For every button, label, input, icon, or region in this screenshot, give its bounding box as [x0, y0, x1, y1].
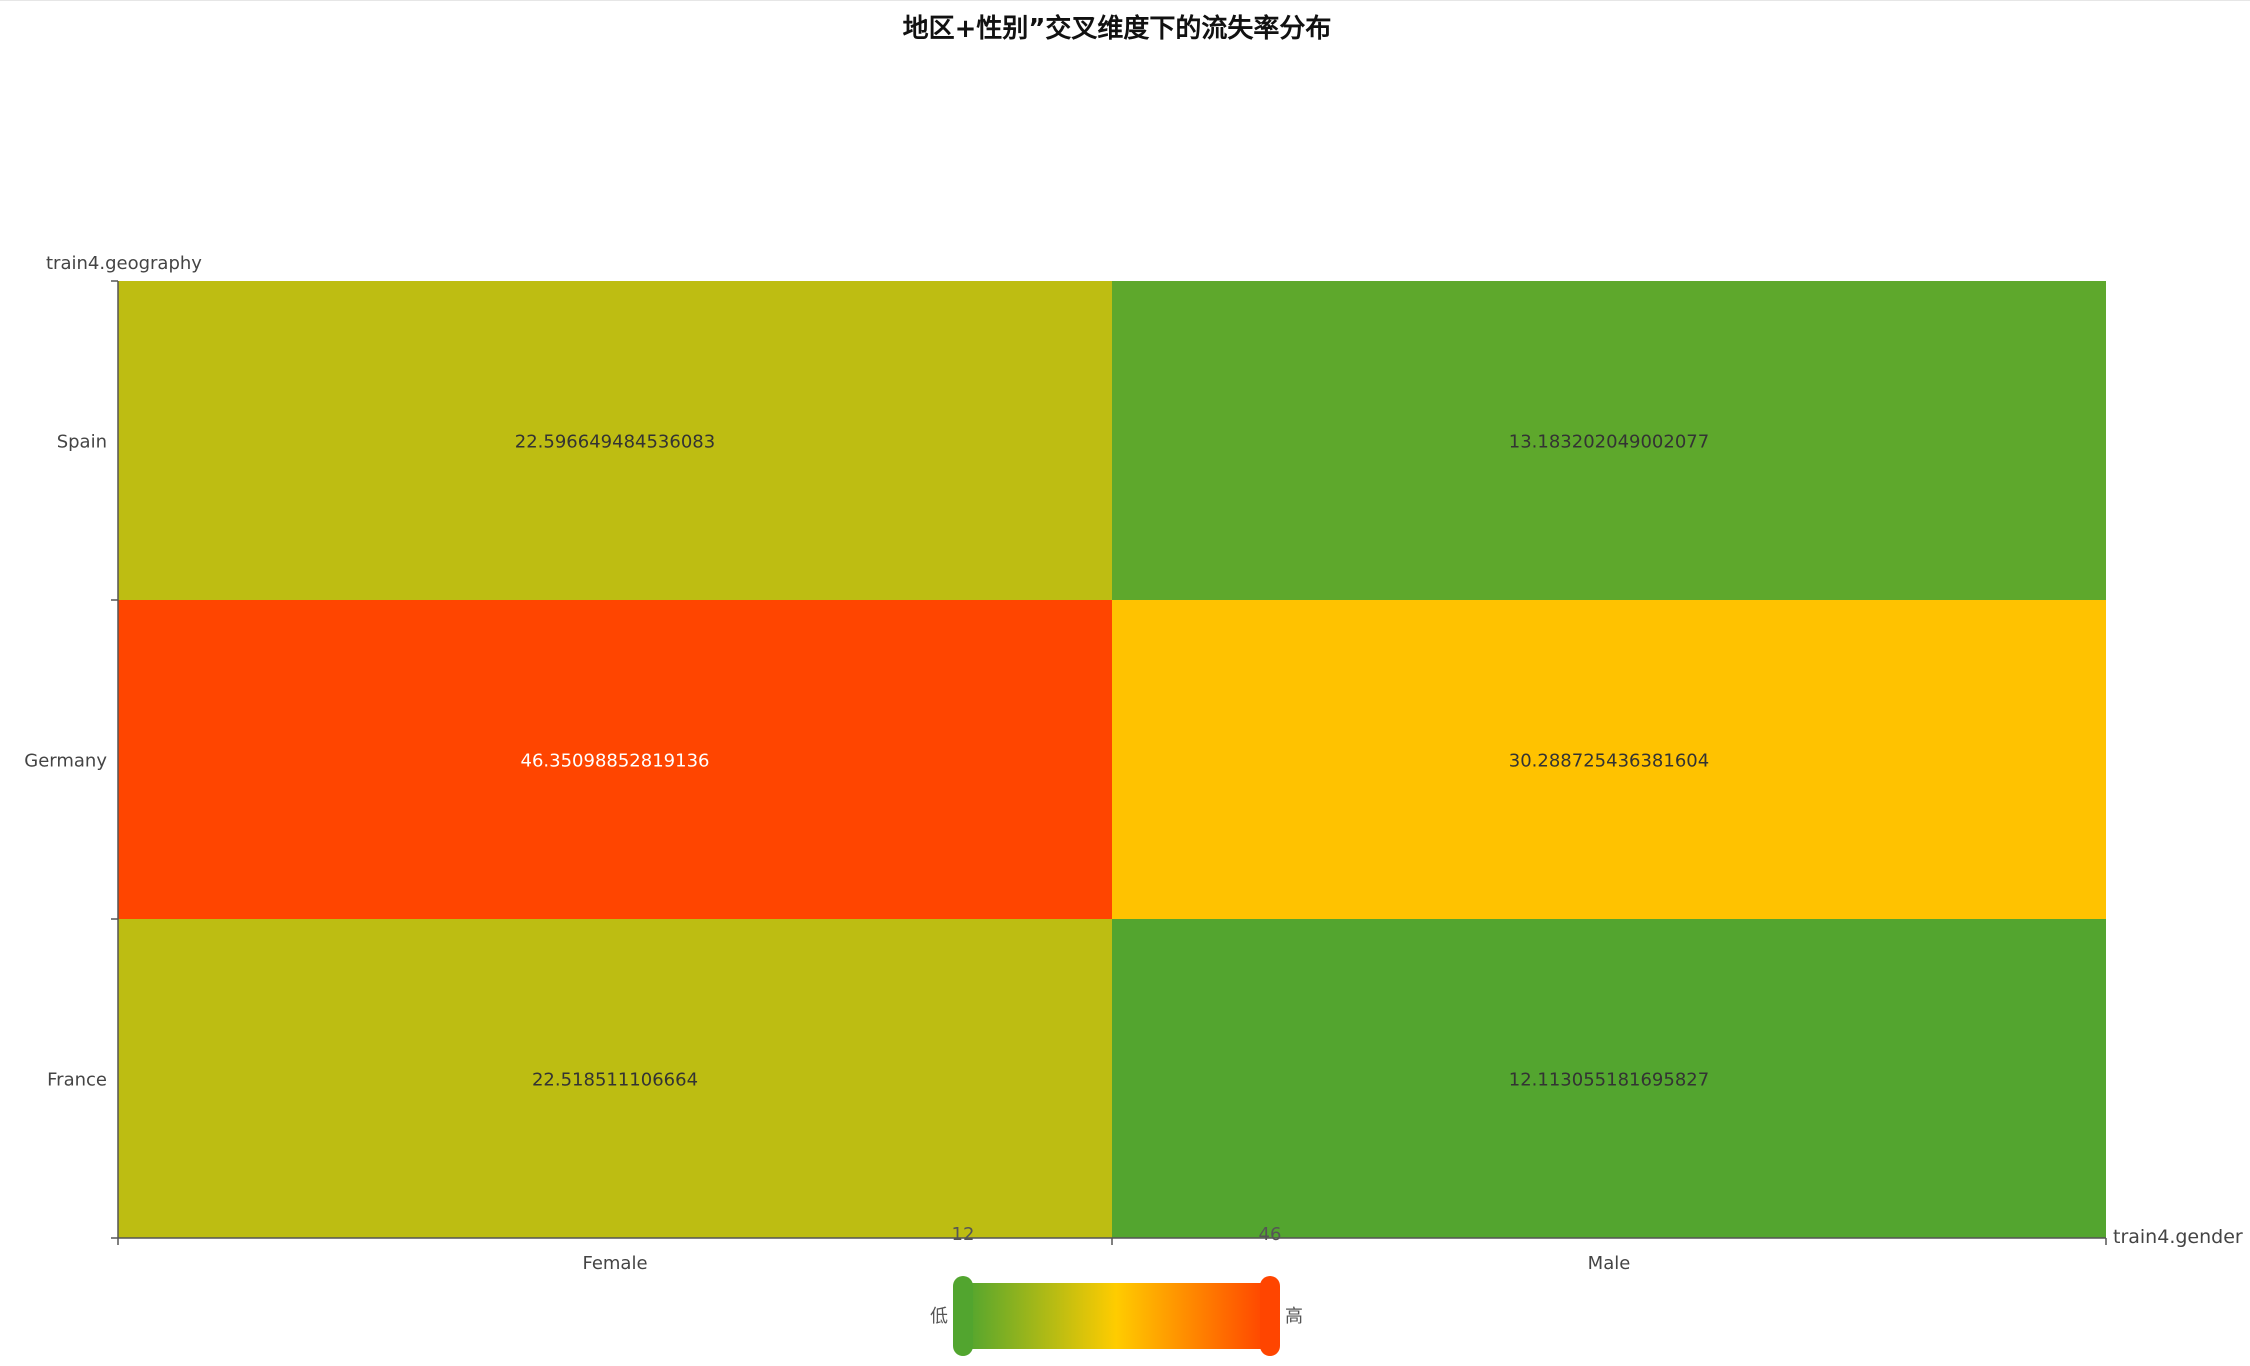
- heatmap-cell-label: 22.518511106664: [532, 1070, 698, 1091]
- heatmap-cell[interactable]: [1112, 281, 2106, 600]
- heatmap-cell[interactable]: [1112, 600, 2106, 919]
- heatmap-cell[interactable]: [118, 919, 1112, 1238]
- visual-map-high-text: 高: [1285, 1306, 1303, 1327]
- top-border-line: [0, 0, 2250, 1]
- visual-map-legend: 12 46 低 高: [930, 1224, 1303, 1356]
- visual-map-min-label: 12: [952, 1224, 975, 1245]
- x-tick-label: Female: [582, 1253, 647, 1274]
- heatmap-cell[interactable]: [118, 600, 1112, 919]
- visual-map-low-handle[interactable]: [953, 1276, 973, 1356]
- heatmap-cell-label: 13.183202049002077: [1509, 432, 1709, 453]
- heatmap-axes: [111, 280, 2107, 1245]
- y-axis-label: train4.geography: [46, 253, 202, 274]
- y-tick-label: France: [47, 1070, 107, 1091]
- heatmap-cell[interactable]: [1112, 919, 2106, 1238]
- x-tick-label: Male: [1588, 1253, 1631, 1274]
- heatmap-tick-labels: France Germany Spain Female Male: [24, 432, 1630, 1275]
- heatmap-cell-labels: 22.596649484536083 13.183202049002077 46.3…: [515, 432, 1709, 1091]
- heatmap-cell-label: 22.596649484536083: [515, 432, 715, 453]
- x-axis-label: train4.gender: [2113, 1226, 2243, 1248]
- y-tick-label: Spain: [57, 432, 107, 453]
- chart-title: 地区+性别”交叉维度下的流失率分布: [903, 13, 1332, 44]
- heatmap-cell[interactable]: [118, 281, 1112, 600]
- heatmap-cell-label: 12.113055181695827: [1509, 1070, 1709, 1091]
- visual-map-max-label: 46: [1259, 1224, 1282, 1245]
- visual-map-low-text: 低: [930, 1306, 948, 1327]
- visual-map-high-handle[interactable]: [1260, 1276, 1280, 1356]
- heatmap-cells: [118, 281, 2106, 1238]
- heatmap-cell-label: 46.35098852819136: [521, 751, 710, 772]
- visual-map-gradient-bar: [966, 1283, 1266, 1349]
- heatmap-cell-label: 30.288725436381604: [1509, 751, 1709, 772]
- y-tick-label: Germany: [24, 751, 107, 772]
